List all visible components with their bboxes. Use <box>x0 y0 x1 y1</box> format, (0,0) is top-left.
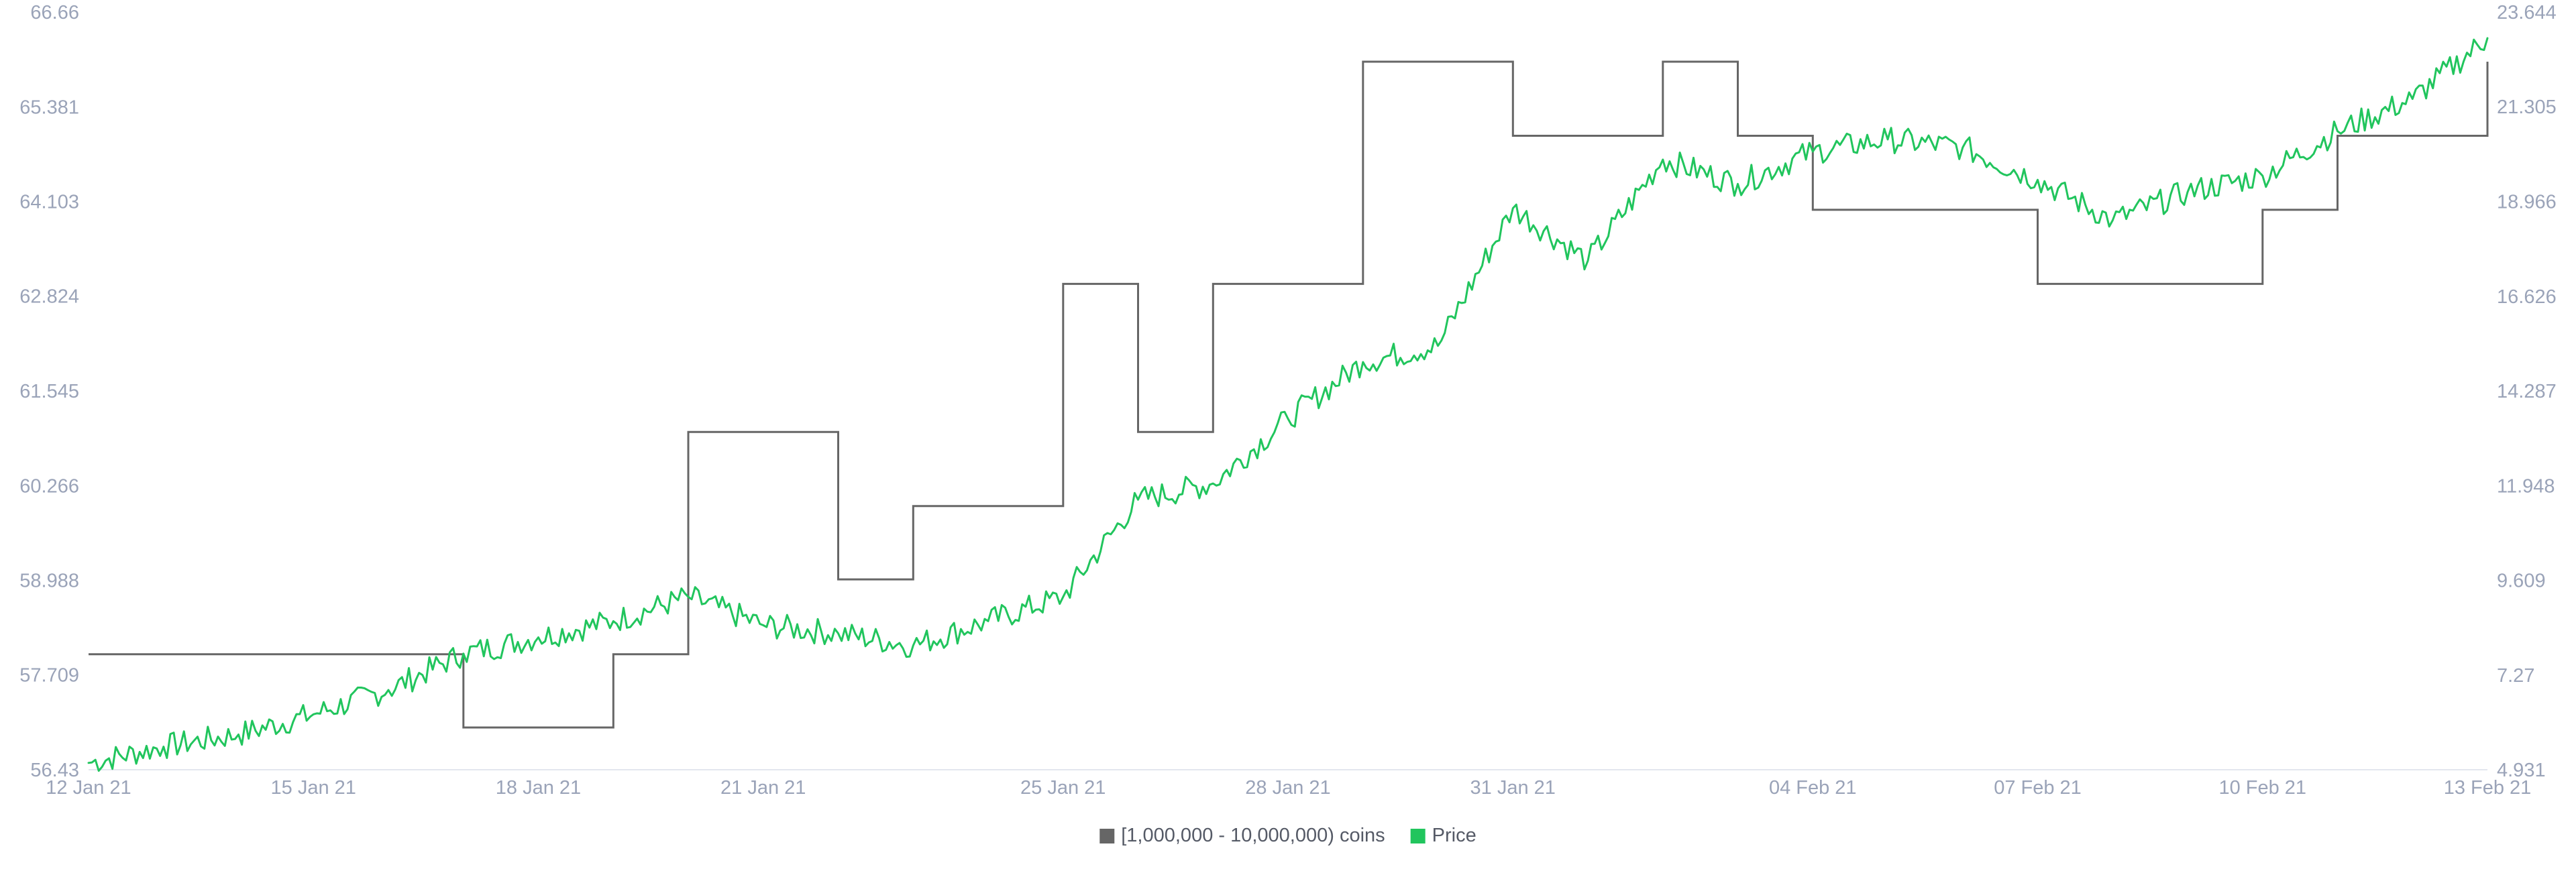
coins-series-line <box>89 60 2489 729</box>
x-tick-label: 21 Jan 21 <box>720 777 806 799</box>
left-tick-label: 57.709 <box>19 665 79 687</box>
x-tick-label: 04 Feb 21 <box>1769 777 1857 799</box>
x-tick-label: 25 Jan 21 <box>1020 777 1106 799</box>
x-tick-label: 31 Jan 21 <box>1470 777 1556 799</box>
x-tick-label: 28 Jan 21 <box>1245 777 1330 799</box>
x-tick-label: 15 Jan 21 <box>271 777 356 799</box>
right-tick-label: 7.27 <box>2497 665 2534 687</box>
left-tick-label: 56.43 <box>30 760 79 781</box>
right-tick-label: 21.305 <box>2497 97 2557 118</box>
x-tick-label: 13 Feb 21 <box>2444 777 2532 799</box>
x-tick-label: 10 Feb 21 <box>2218 777 2306 799</box>
price-series-line <box>87 37 2489 772</box>
legend: [1,000,000 - 10,000,000) coins Price <box>1099 825 1477 846</box>
right-tick-label: 16.626 <box>2497 286 2557 308</box>
left-tick-label: 62.824 <box>19 286 79 308</box>
x-tick-label: 12 Jan 21 <box>46 777 131 799</box>
right-tick-label: 11.948 <box>2497 475 2555 497</box>
right-tick-label: 4.931 <box>2497 760 2546 781</box>
legend-coins-swatch[interactable] <box>1099 829 1115 843</box>
left-axis: 56.43 57.709 58.988 60.266 61.545 62.824 64.10… <box>19 2 79 781</box>
right-tick-label: 18.966 <box>2497 191 2557 213</box>
legend-price-swatch[interactable] <box>1410 829 1426 843</box>
right-tick-label: 14.287 <box>2497 381 2557 402</box>
x-axis: 12 Jan 21 15 Jan 21 18 Jan 21 21 Jan 21 25 J… <box>46 777 2531 799</box>
legend-coins-label[interactable]: [1,000,000 - 10,000,000) coins <box>1121 825 1385 846</box>
left-tick-label: 58.988 <box>19 570 79 591</box>
left-tick-label: 61.545 <box>19 381 79 402</box>
legend-price-label[interactable]: Price <box>1432 825 1477 846</box>
left-tick-label: 64.103 <box>19 191 79 213</box>
left-tick-label: 60.266 <box>19 475 79 497</box>
right-tick-label: 23.644 <box>2497 2 2557 23</box>
left-tick-label: 65.381 <box>19 97 79 118</box>
right-axis: 4.931 7.27 9.609 11.948 14.287 16.626 18.966 21… <box>2497 2 2557 781</box>
left-tick-label: 66.66 <box>30 2 79 23</box>
x-tick-label: 07 Feb 21 <box>1994 777 2082 799</box>
right-tick-label: 9.609 <box>2497 571 2546 592</box>
x-tick-label: 18 Jan 21 <box>496 777 581 799</box>
